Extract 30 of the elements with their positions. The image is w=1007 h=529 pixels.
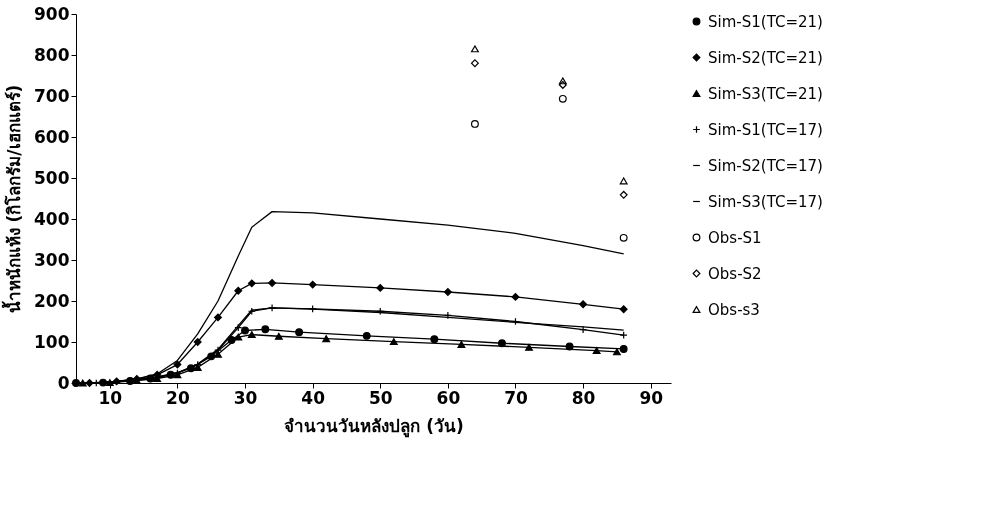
x-tick-label: 30 — [233, 387, 258, 408]
legend-label: Sim-S3(TC=21) — [708, 84, 823, 103]
legend-label: Obs-S2 — [708, 264, 762, 283]
y-tick-label: 800 — [34, 44, 70, 65]
x-tick-label: 40 — [301, 387, 326, 408]
x-axis-title: จำนวนวันหลังปลูก (วัน) — [284, 415, 464, 438]
legend-label: Sim-S2(TC=21) — [708, 48, 823, 67]
x-tick-label: 10 — [98, 387, 123, 408]
y-tick-label: 400 — [34, 208, 70, 229]
x-tick-label: 70 — [504, 387, 528, 408]
x-tick-label: 50 — [368, 387, 393, 408]
y-axis-title: น้ำหนักแห้ง (กิโลกรัม/เฮกแตร์) — [1, 84, 25, 314]
legend-label: Sim-S3(TC=17) — [708, 192, 823, 211]
legend-label: Obs-s3 — [708, 300, 760, 319]
legend-label: Sim-S1(TC=21) — [708, 12, 823, 31]
x-tick-label: 60 — [436, 387, 461, 408]
y-tick-label: 300 — [34, 249, 70, 270]
x-tick-label: 90 — [639, 387, 664, 408]
x-tick-label: 80 — [571, 387, 596, 408]
x-tick-label: 20 — [166, 387, 190, 408]
y-tick-label: 600 — [34, 126, 70, 147]
y-tick-label: 700 — [34, 85, 70, 106]
y-tick-label: 0 — [57, 372, 70, 393]
y-tick-label: 900 — [34, 3, 70, 24]
y-tick-label: 100 — [34, 331, 70, 352]
y-tick-label: 500 — [34, 167, 70, 188]
legend-label: Obs-S1 — [708, 228, 762, 247]
legend-label: Sim-S2(TC=17) — [708, 156, 823, 175]
y-tick-label: 200 — [34, 290, 70, 311]
legend-label: Sim-S1(TC=17) — [708, 120, 823, 139]
